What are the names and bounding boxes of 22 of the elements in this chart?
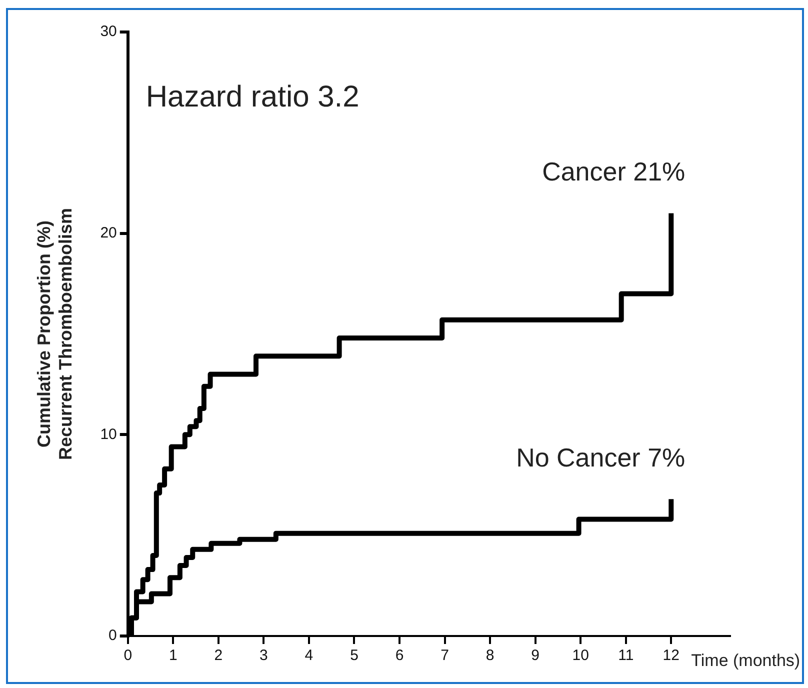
x-tick-label: 10 [572,647,589,664]
x-tick-label: 5 [350,647,358,664]
x-tick-label: 11 [618,647,634,664]
annotation: Hazard ratio 3.2 [146,80,360,114]
y-axis-title: Cumulative Proportion (%) Recurrent Thromboembolism [34,208,76,460]
x-tick-label: 4 [304,647,314,664]
x-tick-label: 6 [395,647,404,664]
x-tick-label: 7 [440,647,449,664]
x-tick-label: 12 [662,647,680,664]
y-tick-label: 10 [100,426,117,443]
x-axis-title: Time (months) [691,651,800,670]
x-tick-label: 3 [260,647,268,664]
x-tick-label: 2 [214,647,223,664]
series-label: No Cancer 7% [516,442,686,472]
series-label: Cancer 21% [542,156,686,186]
x-tick-label: 9 [531,647,540,664]
x-tick-label: 8 [486,647,494,664]
y-tick-label: 30 [100,23,117,40]
y-tick-label: 20 [100,224,117,242]
x-tick-label: 1 [168,647,178,664]
y-tick-label: 0 [108,627,117,644]
x-tick-label: 0 [124,647,132,664]
